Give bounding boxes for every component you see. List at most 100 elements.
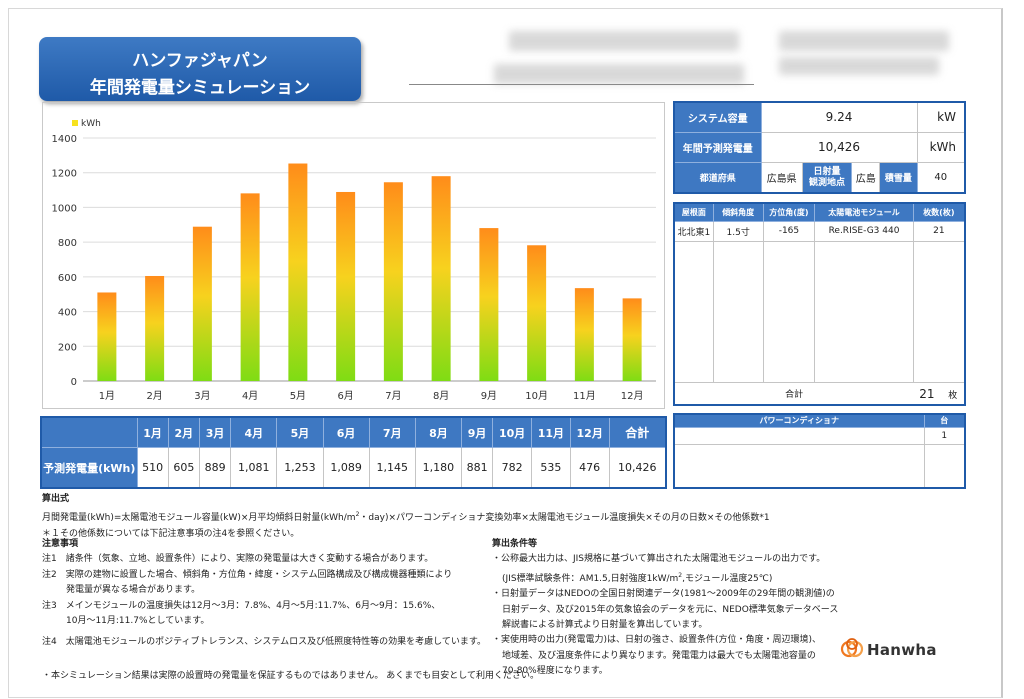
note-3a: 注3 メインモジュールの温度損失は12月～3月：7.8%、4月～5月:11.7%… [42,600,441,611]
month-header: 2月 [167,416,200,449]
y-tick-label: 1400 [52,134,77,145]
condition-3b: 地域差、及び温度条件により異なります。発電電力は最大でも太陽電池容量の [502,650,816,661]
system-summary: システム容量 9.24 kW 年間予測発電量 10,426 kWh 都道府県 広… [673,101,966,194]
x-tick-label: 7月 [385,390,401,402]
redacted-text [494,64,744,84]
condition-3a: ・実使用時の出力(発電電力)は、日射の強さ、設置条件(方位・角度・周辺環境)、 [492,635,822,646]
module-cell: 北北東1 [673,221,714,243]
pcs-empty [673,444,925,488]
month-value: 510 [136,447,169,489]
module-cell: -165 [762,221,816,243]
bar [192,226,212,381]
y-tick-label: 1200 [52,169,77,180]
annual-label: 年間予測発電量 [673,131,762,164]
pref-value: 広島県 [760,162,803,194]
capacity-value: 9.24 [760,101,918,133]
redacted-text [509,31,739,51]
formula-note: ＊１その他係数については下記注意事項の注4を参照ください。 [42,528,300,539]
monthly-generation-chart: 0 200 400 600 800 1000 1200 1400 1月 2月 3月 4月 5月 6月 7月 8… [42,102,665,409]
month-header: 5月 [276,416,324,449]
notes-title: 注意事項 [42,539,79,549]
pref-label: 都道府県 [673,162,762,194]
pcs-header-name: パワーコンディショナ [673,413,925,428]
page-title: 年間発電量シミュレーション [89,78,311,98]
total-value: 21 [919,386,935,401]
bar [527,245,547,381]
pcs-empty [923,444,966,488]
legend-swatch [72,120,78,126]
month-value: 1,089 [322,447,370,489]
simulation-sheet: ハンファジャパン 年間発電量シミュレーション 0 200 400 600 800 1000… [8,8,1003,698]
x-tick-label: 1月 [99,390,115,402]
chart-svg: 0 200 400 600 800 1000 1200 1400 1月 2月 3月 4月 5月 6月 7月 8… [52,119,656,402]
formula-part-2: ・day)×パワーコンディショナ変換効率×太陽電池モジュール温度損失×その月の日… [359,513,770,524]
condition-1b-sup: 2 [678,571,683,579]
bar [240,193,260,381]
condition-2c: 解説書による計算式より日射量を算出しています。 [502,620,708,631]
condition-1a: ・公称最大出力は、JIS規格に基づいて算出された太陽電池モジュールの出力です。 [492,554,826,565]
y-tick-label: 600 [58,273,77,284]
x-tick-label: 4月 [242,390,258,402]
x-tick-label: 11月 [573,390,596,402]
y-tick-label: 1000 [52,203,77,214]
month-value: 1,253 [276,447,324,489]
capacity-unit: kW [916,101,966,133]
month-header: 12月 [569,416,610,449]
condition-2b: 日射データ、及び2015年の気象協会のデータを元に、NEDO標準気象データベース [502,604,839,615]
y-tick-label: 400 [58,308,77,319]
monthly-table-row: 予測発電量(kWh) 510 605 889 1,081 1,253 1,089 1,145… [40,447,667,489]
note-4: 注4 太陽電池モジュールのポジティブトレランス、システムロス及び低照度特性等の効… [42,637,486,648]
month-value: 1,081 [230,447,278,489]
annual-value: 10,426 [760,131,918,164]
module-cell: Re.RISE-G3 440 [814,221,914,243]
formula-sup: 2 [355,511,360,519]
formula-title: 算出式 [42,494,70,504]
month-value: 605 [167,447,200,489]
point-label: 日射量 観測地点 [801,162,853,194]
annual-unit: kWh [916,131,966,164]
x-tick-label: 3月 [194,390,210,402]
conditions-block: 算出条件等 ・公称最大出力は、JIS規格に基づいて算出された太陽電池モジュールの… [492,537,838,680]
bar [479,228,499,381]
total-unit: 枚 [948,390,958,401]
row-label: 予測発電量(kWh) [40,447,138,489]
notes-block: 注意事項 注1 諸条件（気象、立地、設置条件）により、実際の発電量は大きく変動す… [42,537,486,651]
x-tick-label: 12月 [621,390,644,402]
x-tick-label: 9月 [481,390,497,402]
pcs-header-unit: 台 [923,413,966,428]
condition-1b-pre: (JIS標準試験条件：AM1.5,日射強度1kW/m [502,573,679,584]
condition-3c: 70-80%程度になります。 [502,666,608,677]
disclaimer: ・本シミュレーション結果は実際の設置時の発電量を保証するものではありません。 あ… [42,671,539,681]
month-header: 3月 [198,416,232,449]
formula-line: 月間発電量(kWh)=太陽電池モジュール容量(kW)×月平均傾斜日射量(kWh/… [42,507,770,526]
y-tick-label: 800 [58,238,77,249]
month-value: 1,180 [414,447,462,489]
note-1: 注1 諸条件（気象、立地、設置条件）により、実際の発電量は大きく変動する場合があ… [42,554,434,565]
module-cell: 21 [912,221,966,243]
module-header: 太陽電池モジュール [814,202,914,222]
bar [431,176,451,381]
conditions-title: 算出条件等 [492,539,538,549]
month-header: 10月 [492,416,532,449]
legend-label: kWh [81,119,101,129]
month-value: 535 [531,447,571,489]
underline [409,84,754,85]
snow-label: 積雪量 [879,162,918,194]
bar [574,288,594,381]
month-header: 6月 [322,416,370,449]
month-header: 4月 [230,416,278,449]
module-header: 枚数(枚) [912,202,966,222]
point-value: 広島 [851,162,881,194]
capacity-label: システム容量 [673,101,762,133]
month-value: 10,426 [608,447,667,489]
y-tick-label: 200 [58,342,77,353]
x-tick-label: 10月 [525,390,548,402]
month-header: 7月 [368,416,416,449]
title-banner: ハンファジャパン 年間発電量シミュレーション [39,37,361,101]
month-value: 476 [569,447,610,489]
month-header: 合計 [608,416,667,449]
redacted-text [779,31,949,51]
x-tick-label: 6月 [337,390,353,402]
brand-name: ハンファジャパン [132,51,268,71]
bar [97,292,117,381]
